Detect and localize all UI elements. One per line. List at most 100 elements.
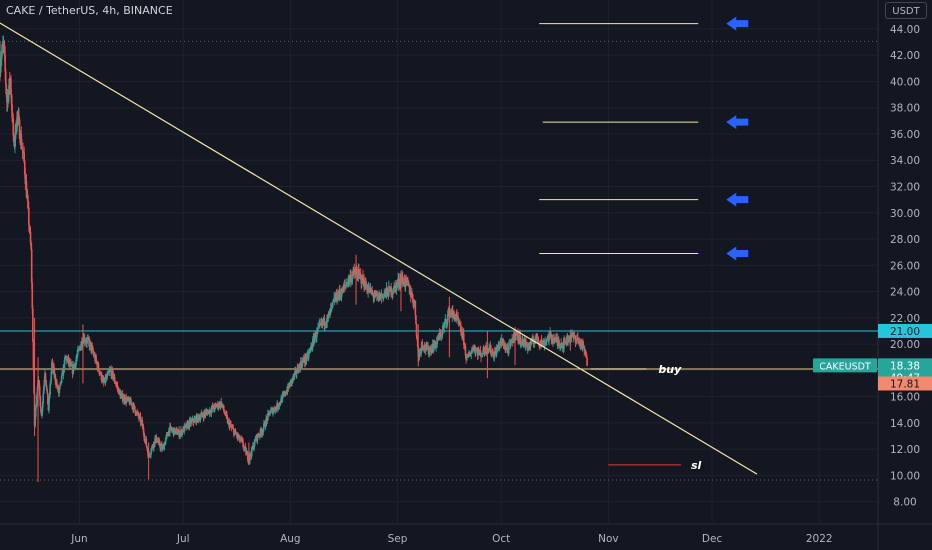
candle-body (225, 412, 228, 416)
candle-body (63, 359, 66, 370)
candle-body (383, 294, 386, 296)
candle-body (520, 342, 523, 344)
candle-body (41, 411, 43, 416)
candle-body (545, 339, 548, 343)
candle-body (210, 409, 213, 413)
candle-body (237, 434, 239, 438)
candle-body (567, 341, 569, 343)
candle-body (241, 439, 244, 442)
candle-body (428, 349, 431, 353)
candle-body (339, 289, 341, 295)
candle-body (72, 365, 74, 374)
candle-body (13, 135, 15, 140)
candle-body (97, 363, 100, 370)
candle-body (494, 351, 496, 355)
candle-body (434, 340, 436, 345)
candle-body (275, 407, 277, 409)
candle-body (142, 426, 145, 433)
candle-body (421, 341, 424, 346)
candle-body (166, 433, 169, 436)
candle-body (316, 330, 318, 337)
candle-body (274, 407, 277, 412)
candle-body (327, 315, 330, 317)
candle-body (312, 338, 314, 348)
candle-body (48, 398, 50, 411)
candle-body (146, 448, 149, 452)
candle-body (23, 161, 26, 175)
candle-body (371, 292, 374, 294)
candle-body (178, 435, 181, 437)
candle-body (141, 419, 144, 427)
candle-body (245, 447, 247, 455)
symbol-tag: CAKEUSDT (819, 361, 871, 372)
currency-scale-button[interactable]: USDT (885, 2, 927, 19)
candle-body (239, 439, 242, 441)
candle-body (481, 354, 484, 356)
candle-body (112, 378, 115, 380)
candle-body (558, 343, 561, 348)
candle-body (499, 341, 501, 346)
candle-body (441, 334, 443, 336)
candle-body (558, 340, 560, 344)
candle-body (245, 452, 248, 455)
candle-body (259, 435, 261, 437)
candle-body (110, 369, 113, 376)
candle-body (352, 269, 354, 275)
candle-body (292, 375, 295, 380)
candle-body (532, 341, 535, 343)
candle-body (145, 438, 148, 446)
candle-body (23, 152, 25, 162)
candle-body (425, 344, 428, 351)
candle-body (412, 298, 414, 304)
candle-body (30, 242, 32, 250)
candle-body (0, 64, 2, 72)
candle-body (373, 296, 375, 298)
candle-body (360, 275, 363, 284)
candle-body (176, 429, 178, 435)
candle-body (67, 358, 70, 364)
candle-body (20, 134, 23, 147)
candle-body (465, 357, 468, 360)
candle-body (73, 364, 76, 370)
candle-body (276, 403, 279, 408)
candle-body (311, 347, 314, 349)
candle-body (108, 370, 111, 373)
candle-body (284, 391, 286, 395)
candle-body (469, 355, 471, 357)
candle-body (216, 405, 218, 408)
candle-body (409, 290, 412, 297)
candle-body (550, 334, 553, 340)
candle-body (32, 341, 35, 368)
candle-body (443, 324, 445, 328)
candle-body (45, 386, 48, 389)
candle-body (492, 352, 494, 357)
target-arrow-icon (726, 115, 749, 130)
candle-body (420, 348, 422, 353)
candle-body (66, 359, 69, 362)
y-tick-label: 24.00 (890, 287, 920, 299)
candle-body (289, 381, 292, 387)
candle-body (98, 369, 100, 374)
y-tick-label: 30.00 (890, 208, 920, 220)
candle-body (59, 384, 61, 389)
candle-body (390, 287, 392, 296)
candle-body (106, 372, 109, 375)
candle-body (350, 277, 353, 283)
candle-body (35, 404, 38, 408)
candle-body (260, 428, 262, 432)
candle-body (573, 334, 576, 336)
y-tick-label: 8.00 (893, 497, 916, 509)
candle-body (132, 404, 135, 410)
candle-body (201, 415, 204, 417)
candle-body (583, 348, 585, 351)
candle-body (372, 293, 375, 298)
candle-body (120, 394, 123, 396)
candle-body (246, 452, 249, 461)
candle-body (435, 341, 437, 348)
candle-body (369, 288, 371, 293)
candle-body (418, 351, 421, 358)
x-tick-label: Aug (280, 533, 301, 545)
candle-body (358, 269, 360, 272)
candle-body (401, 275, 404, 281)
